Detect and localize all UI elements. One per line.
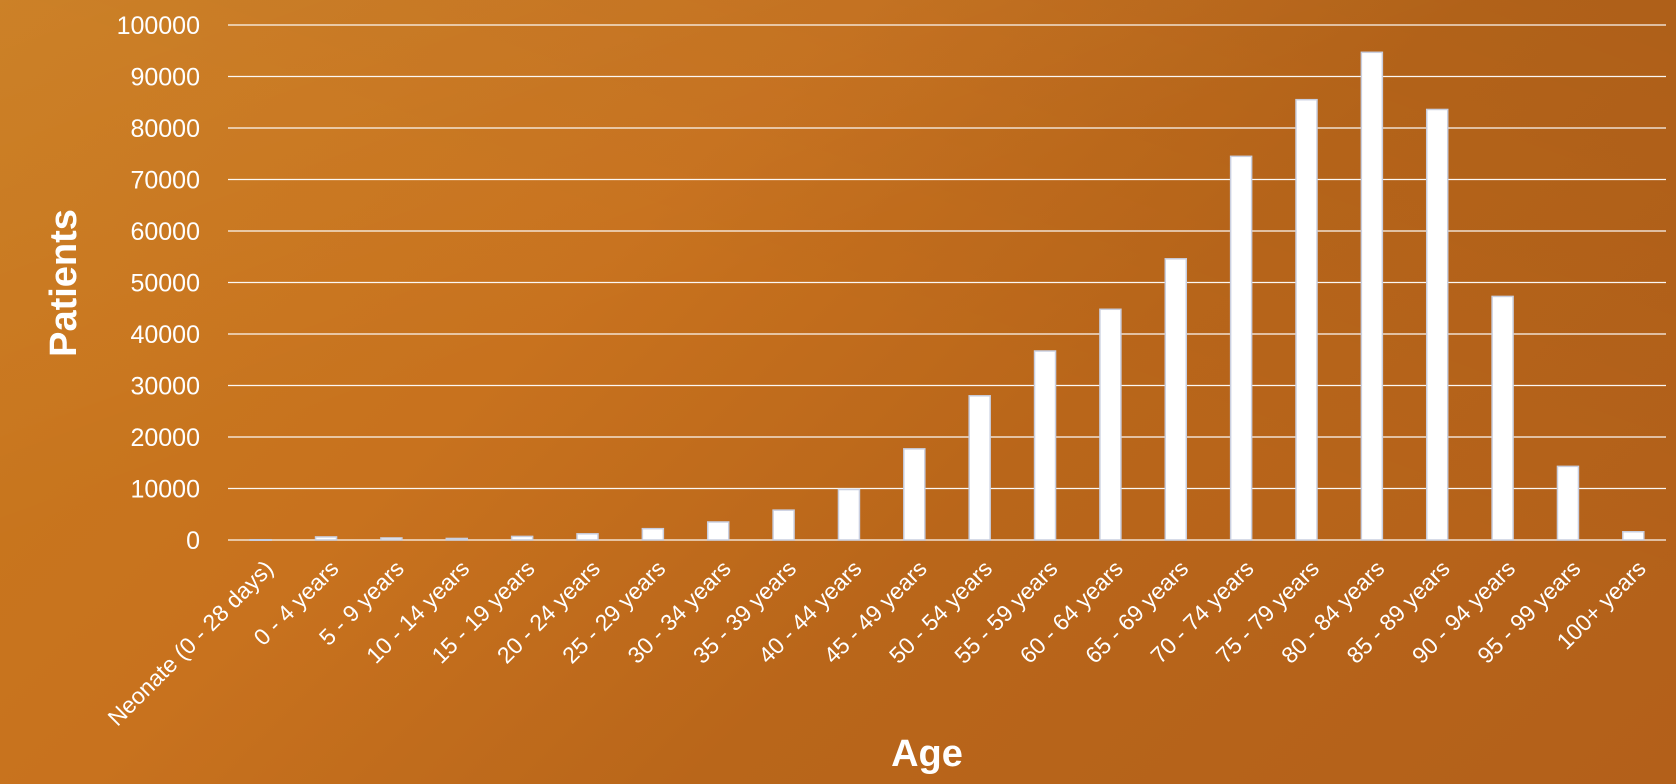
bar [1622, 531, 1645, 541]
x-tick-label: Neonate (0 - 28 days) [103, 555, 279, 731]
y-tick-label: 30000 [130, 373, 200, 401]
bar [1491, 295, 1514, 541]
bar [641, 527, 665, 541]
bar [380, 537, 403, 541]
x-axis-title: Age [891, 733, 963, 775]
bar [1229, 155, 1253, 541]
y-tick-label: 10000 [130, 476, 200, 504]
y-tick-label: 40000 [130, 321, 200, 349]
bar [1360, 51, 1384, 541]
bar [1295, 98, 1318, 541]
y-axis-title: Patients [43, 209, 85, 357]
bar [1425, 108, 1449, 541]
y-tick-label: 90000 [130, 64, 200, 92]
y-tick-label: 0 [186, 527, 200, 555]
bars [249, 51, 1645, 541]
bar [968, 395, 991, 541]
gridlines [228, 24, 1666, 541]
y-tick-label: 50000 [130, 270, 200, 298]
bar [1164, 258, 1188, 541]
bar [1556, 465, 1580, 541]
bar [1033, 350, 1057, 541]
y-tick-label: 20000 [130, 424, 200, 452]
bar [249, 538, 272, 541]
bar [837, 488, 861, 541]
bar [445, 537, 469, 541]
bar [314, 536, 338, 541]
y-tick-label: 70000 [130, 167, 200, 195]
bar [510, 535, 534, 541]
bar [772, 509, 795, 541]
bar [903, 448, 926, 541]
y-tick-label: 60000 [130, 218, 200, 246]
y-axis-ticks: 0 10000 20000 30000 40000 50000 60000 70000 8000… [117, 12, 200, 555]
bar [576, 533, 599, 541]
y-tick-label: 80000 [130, 115, 200, 143]
bar [1099, 308, 1122, 541]
y-tick-label: 100000 [117, 12, 200, 40]
bar [706, 521, 730, 541]
